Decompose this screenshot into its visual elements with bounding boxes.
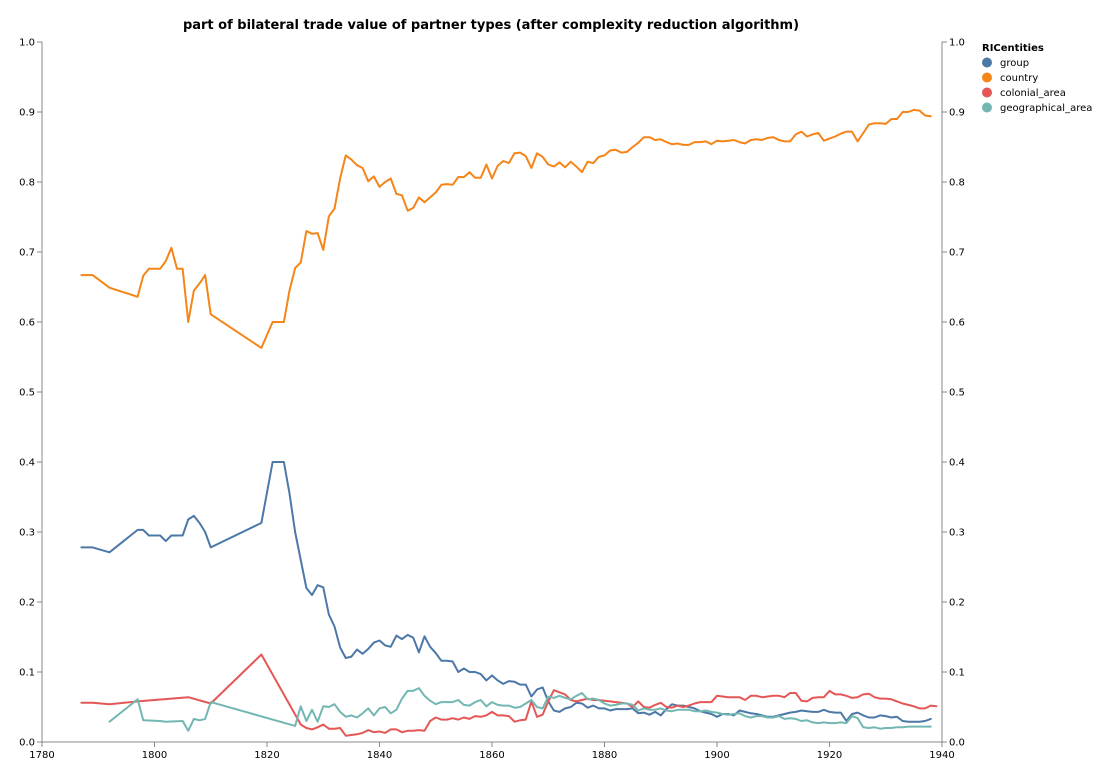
y-tick-label-right: 0.6 <box>949 318 965 329</box>
legend-item-colonial-area: colonial_area <box>982 87 1066 99</box>
y-tick-label-left: 0.5 <box>19 388 35 399</box>
y-tick-label-left: 0.6 <box>19 318 35 329</box>
y-tick-label-right: 0.0 <box>949 738 965 749</box>
legend: RICentities group country colonial_areageo… <box>982 43 1092 114</box>
y-tick-label-right: 0.3 <box>949 528 965 539</box>
x-tick-label: 1900 <box>704 750 729 761</box>
x-tick-label: 1940 <box>929 750 954 761</box>
y-tick-label-left: 1.0 <box>19 38 35 49</box>
legend-label: group <box>1000 58 1029 69</box>
legend-item-group: group <box>982 57 1029 69</box>
legend-label: geographical_area <box>1000 103 1092 114</box>
legend-swatch <box>982 87 992 98</box>
legend-title: RICentities <box>982 43 1044 54</box>
y-tick-label-right: 0.1 <box>949 668 965 679</box>
x-tick-label: 1840 <box>367 750 392 761</box>
legend-label: colonial_area <box>1000 88 1066 99</box>
legend-swatch <box>982 57 992 68</box>
y-tick-label-right: 0.9 <box>949 108 965 119</box>
chart-title: part of bilateral trade value of partner… <box>183 18 799 33</box>
y-tick-label-left: 0.7 <box>19 248 35 259</box>
legend-item-geographical-area: geographical_area <box>982 102 1092 114</box>
series-line-country <box>80 108 932 349</box>
x-tick-label: 1880 <box>592 750 617 761</box>
y-tick-label-left: 0.3 <box>19 528 35 539</box>
y-tick-label-right: 0.4 <box>949 458 965 469</box>
series-line-colonial-area <box>80 653 938 737</box>
legend-swatch <box>982 102 992 113</box>
series-line-group <box>80 461 932 723</box>
y-tick-label-right: 0.2 <box>949 598 965 609</box>
series-layer <box>80 108 938 737</box>
x-tick-label: 1800 <box>142 750 167 761</box>
y-tick-label-right: 0.8 <box>949 178 965 189</box>
y-tick-label-right: 1.0 <box>949 38 965 49</box>
x-tick-label: 1820 <box>254 750 279 761</box>
x-tick-label: 1780 <box>29 750 54 761</box>
legend-swatch <box>982 72 992 83</box>
legend-items: group country colonial_area geographical_ar… <box>982 57 1092 114</box>
legend-label: country <box>1000 73 1038 84</box>
y-tick-label-right: 0.5 <box>949 388 965 399</box>
y-tick-label-left: 0.0 <box>19 738 35 749</box>
x-tick-label: 1860 <box>479 750 504 761</box>
y-tick-label-left: 0.1 <box>19 668 35 679</box>
x-tick-label: 1920 <box>817 750 842 761</box>
y-tick-label-left: 0.9 <box>19 108 35 119</box>
y-tick-label-left: 0.8 <box>19 178 35 189</box>
legend-item-country: country <box>982 72 1038 84</box>
y-tick-label-left: 0.4 <box>19 458 35 469</box>
y-tick-label-left: 0.2 <box>19 598 35 609</box>
y-tick-label-right: 0.7 <box>949 248 965 259</box>
series-line-geographical-area <box>108 687 932 732</box>
